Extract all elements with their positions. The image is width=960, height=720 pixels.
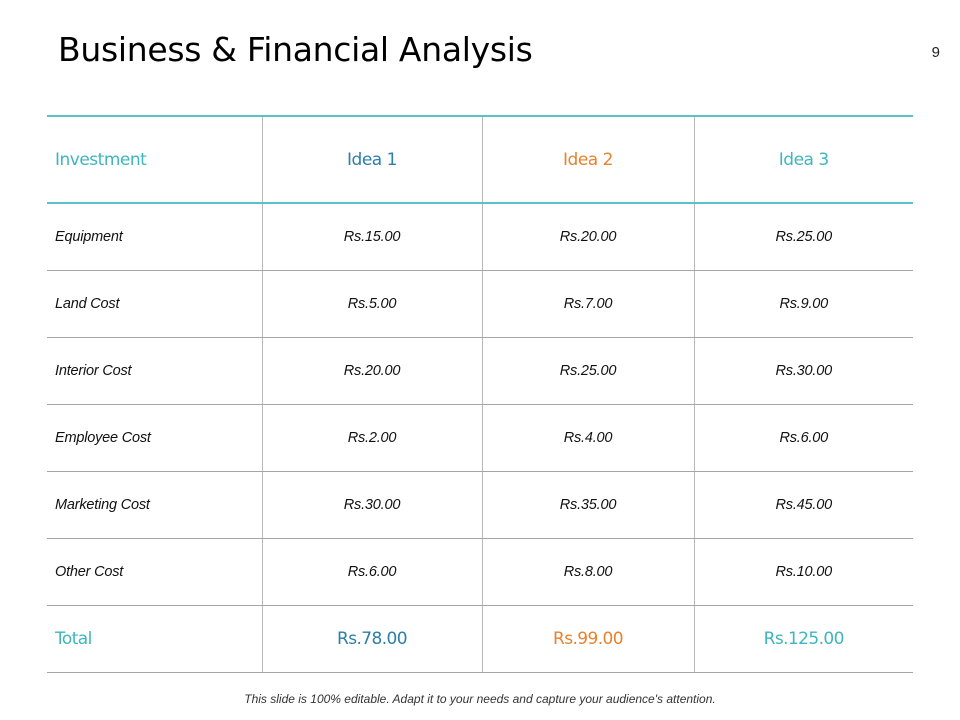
table-row: Marketing Cost Rs.30.00 Rs.35.00 Rs.45.0…	[47, 471, 913, 539]
table-row: Other Cost Rs.6.00 Rs.8.00 Rs.10.00	[47, 538, 913, 606]
cell-idea-2: Rs.35.00	[481, 471, 695, 539]
cell-idea-2: Rs.25.00	[481, 337, 695, 405]
row-label: Other Cost	[47, 538, 263, 606]
table-header-row: Investment Idea 1 Idea 2 Idea 3	[47, 115, 913, 204]
header-idea-2: Idea 2	[481, 115, 695, 204]
table-total-row: Total Rs.78.00 Rs.99.00 Rs.125.00	[47, 605, 913, 673]
cell-idea-3: Rs.9.00	[693, 270, 913, 338]
row-label: Marketing Cost	[47, 471, 263, 539]
page-number: 9	[931, 44, 940, 61]
row-label: Equipment	[47, 203, 263, 271]
cell-idea-1: Rs.6.00	[261, 538, 483, 606]
total-label: Total	[47, 605, 263, 673]
row-label: Interior Cost	[47, 337, 263, 405]
cell-idea-3: Rs.10.00	[693, 538, 913, 606]
footer-note: This slide is 100% editable. Adapt it to…	[244, 692, 716, 706]
cell-idea-3: Rs.45.00	[693, 471, 913, 539]
cell-idea-2: Rs.20.00	[481, 203, 695, 271]
row-label: Land Cost	[47, 270, 263, 338]
header-idea-1: Idea 1	[261, 115, 483, 204]
table-row: Employee Cost Rs.2.00 Rs.4.00 Rs.6.00	[47, 404, 913, 472]
header-investment: Investment	[47, 115, 263, 204]
table-row: Equipment Rs.15.00 Rs.20.00 Rs.25.00	[47, 203, 913, 271]
header-idea-3: Idea 3	[693, 115, 913, 204]
cell-idea-1: Rs.30.00	[261, 471, 483, 539]
table-row: Interior Cost Rs.20.00 Rs.25.00 Rs.30.00	[47, 337, 913, 405]
cell-idea-1: Rs.5.00	[261, 270, 483, 338]
cell-idea-3: Rs.6.00	[693, 404, 913, 472]
cell-idea-2: Rs.8.00	[481, 538, 695, 606]
total-idea-1: Rs.78.00	[261, 605, 483, 673]
cell-idea-3: Rs.30.00	[693, 337, 913, 405]
investment-table: Investment Idea 1 Idea 2 Idea 3 Equipmen…	[47, 115, 913, 673]
cell-idea-3: Rs.25.00	[693, 203, 913, 271]
row-label: Employee Cost	[47, 404, 263, 472]
slide-title: Business & Financial Analysis	[58, 30, 533, 69]
cell-idea-2: Rs.7.00	[481, 270, 695, 338]
table-row: Land Cost Rs.5.00 Rs.7.00 Rs.9.00	[47, 270, 913, 338]
cell-idea-1: Rs.15.00	[261, 203, 483, 271]
cell-idea-2: Rs.4.00	[481, 404, 695, 472]
total-idea-2: Rs.99.00	[481, 605, 695, 673]
total-idea-3: Rs.125.00	[693, 605, 913, 673]
cell-idea-1: Rs.20.00	[261, 337, 483, 405]
cell-idea-1: Rs.2.00	[261, 404, 483, 472]
